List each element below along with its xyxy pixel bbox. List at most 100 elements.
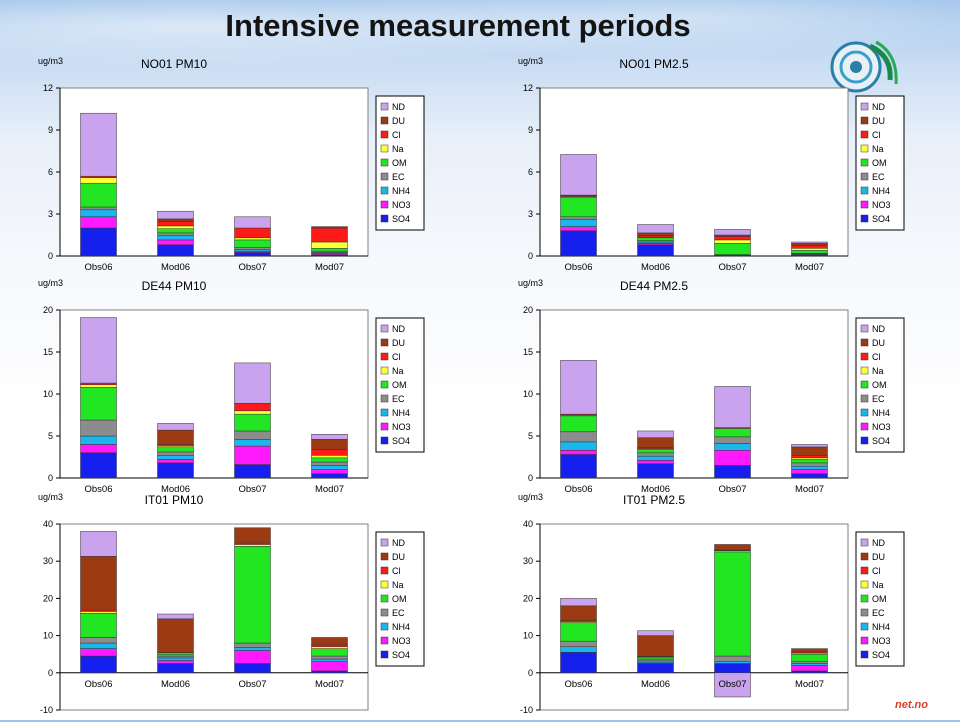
- legend-swatch-nh4: [381, 409, 388, 416]
- bar-segment-nh4-obs06: [81, 643, 117, 649]
- bar-segment-du-mod07: [792, 447, 828, 455]
- bar-segment-nh4-obs07: [715, 444, 751, 451]
- legend-swatch-ec: [381, 173, 388, 180]
- legend-label-no3: NO3: [872, 636, 891, 646]
- legend-swatch-no3: [381, 201, 388, 208]
- legend-label-ec: EC: [872, 608, 885, 618]
- legend-label-nh4: NH4: [392, 186, 410, 196]
- legend-swatch-ec: [381, 609, 388, 616]
- bar-segment-so4-obs07: [235, 253, 271, 257]
- bar-segment-cl-mod06: [158, 444, 194, 446]
- bar-segment-du-mod06: [638, 636, 674, 657]
- legend-label-nh4: NH4: [392, 408, 410, 418]
- legend-swatch-nd: [381, 103, 388, 110]
- bar-segment-nd-obs06: [561, 155, 597, 196]
- bar-segment-so4-obs06: [561, 652, 597, 672]
- legend-label-na: Na: [392, 366, 404, 376]
- legend-label-cl: Cl: [392, 566, 401, 576]
- bar-segment-so4-mod06: [638, 664, 674, 673]
- legend-swatch-cl: [861, 567, 868, 574]
- bar-segment-ec-mod06: [158, 452, 194, 455]
- bar-segment-na-mod07: [312, 242, 348, 248]
- y-tick-label: 5: [48, 431, 53, 441]
- bar-segment-om-mod07: [792, 654, 828, 661]
- legend-label-du: DU: [872, 116, 885, 126]
- legend-label-so4: SO4: [392, 436, 410, 446]
- legend-label-om: OM: [872, 594, 887, 604]
- legend-swatch-so4: [381, 215, 388, 222]
- bar-segment-nh4-mod06: [638, 661, 674, 663]
- legend-label-no3: NO3: [392, 636, 411, 646]
- legend-label-du: DU: [392, 338, 405, 348]
- bar-segment-om-mod06: [638, 449, 674, 452]
- bar-segment-nd-mod06: [158, 423, 194, 430]
- bar-segment-nh4-mod07: [312, 465, 348, 469]
- bar-segment-nd-obs07: [235, 363, 271, 403]
- bar-segment-om-mod06: [638, 657, 674, 659]
- y-tick-label: 10: [43, 631, 53, 641]
- legend-swatch-nd: [381, 539, 388, 546]
- bar-segment-nd-obs07: [715, 386, 751, 427]
- chart-title: DE44 PM2.5: [620, 279, 688, 293]
- bar-segment-no3-obs07: [235, 650, 271, 663]
- bar-segment-nh4-mod07: [792, 664, 828, 666]
- legend-label-om: OM: [872, 380, 887, 390]
- bar-segment-nd-obs06: [561, 360, 597, 414]
- bar-segment-cl-mod07: [792, 455, 828, 458]
- bar-segment-no3-obs07: [715, 450, 751, 465]
- legend-swatch-no3: [861, 201, 868, 208]
- legend-label-nh4: NH4: [392, 622, 410, 632]
- legend-swatch-no3: [861, 423, 868, 430]
- y-unit-label: ug/m3: [518, 492, 543, 502]
- bar-segment-nh4-mod07: [312, 659, 348, 662]
- bar-segment-so4-mod07: [312, 474, 348, 478]
- legend-swatch-na: [861, 581, 868, 588]
- bar-segment-om-obs06: [561, 197, 597, 217]
- legend-swatch-cl: [381, 353, 388, 360]
- bar-segment-du-mod07: [312, 637, 348, 644]
- bar-segment-ec-obs06: [561, 217, 597, 220]
- bar-segment-nh4-obs06: [81, 436, 117, 444]
- legend-swatch-so4: [381, 437, 388, 444]
- y-tick-label: 3: [48, 209, 53, 219]
- bar-segment-so4-mod06: [638, 245, 674, 256]
- legend-swatch-du: [861, 339, 868, 346]
- x-category-label: Obs06: [85, 679, 113, 690]
- bar-segment-no3-obs06: [81, 444, 117, 452]
- legend-swatch-nd: [861, 325, 868, 332]
- bar-segment-cl-obs06: [81, 383, 117, 385]
- bar-segment-nd-obs07: [715, 229, 751, 235]
- bar-segment-om-mod06: [158, 654, 194, 656]
- legend-swatch-no3: [381, 423, 388, 430]
- bar-segment-om-obs06: [81, 613, 117, 637]
- y-tick-label: 40: [43, 519, 53, 529]
- y-tick-label: 10: [523, 389, 533, 399]
- y-tick-label: 20: [523, 305, 533, 315]
- chart-title: IT01 PM10: [145, 493, 204, 507]
- bar-segment-om-obs07: [235, 240, 271, 248]
- bar-segment-no3-mod07: [312, 470, 348, 474]
- legend-swatch-om: [861, 595, 868, 602]
- y-unit-label: ug/m3: [38, 56, 63, 66]
- x-category-label: Mod06: [641, 679, 670, 690]
- x-category-label: Obs07: [719, 262, 747, 273]
- legend-label-nh4: NH4: [872, 622, 890, 632]
- legend-swatch-nd: [861, 103, 868, 110]
- chart-title: DE44 PM10: [142, 279, 207, 293]
- bar-segment-so4-obs07: [235, 664, 271, 673]
- bar-segment-du-obs06: [561, 606, 597, 621]
- legend-label-nd: ND: [872, 102, 885, 112]
- legend-label-no3: NO3: [392, 422, 411, 432]
- bar-segment-ec-obs06: [561, 641, 597, 647]
- bar-segment-nd-obs06: [81, 318, 117, 384]
- legend-label-cl: Cl: [872, 352, 881, 362]
- bar-segment-nh4-mod06: [158, 658, 194, 661]
- legend-label-nd: ND: [392, 324, 405, 334]
- y-tick-label: 3: [528, 209, 533, 219]
- x-category-label: Mod07: [795, 679, 824, 690]
- legend-swatch-no3: [861, 637, 868, 644]
- x-category-label: Mod07: [315, 679, 344, 690]
